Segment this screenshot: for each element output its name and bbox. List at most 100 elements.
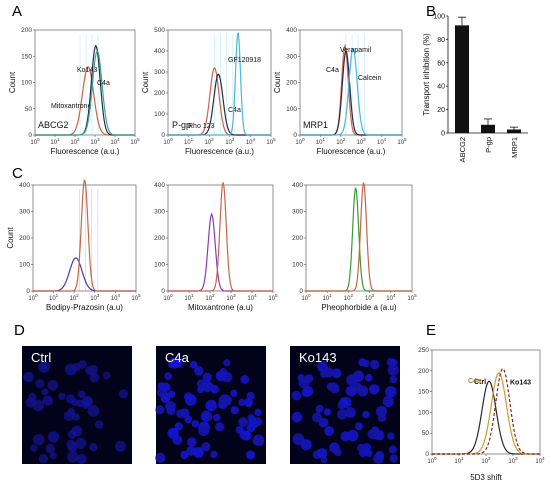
panel-letter-d: D (14, 322, 25, 339)
nucleus (47, 379, 59, 391)
nucleus (370, 359, 380, 370)
series-label: Ko143 (77, 67, 97, 74)
series-label: Mitoxantrone (51, 103, 92, 110)
nucleus (324, 426, 335, 436)
y-tick-label: 400 (19, 182, 30, 189)
nucleus (165, 401, 176, 412)
x-tick-label: 103 (365, 293, 375, 302)
y-tick-label: 100 (286, 106, 297, 113)
histogram-mrp1: 0100200300400100101102103104105Fluoresce… (273, 27, 407, 156)
y-tick-label: 500 (154, 27, 165, 34)
bar-chart-transport-inhibition: 0 20 40 60 80 100 Transport inhibition (%) ABCG… (422, 14, 528, 162)
y-tick-label: 300 (286, 53, 297, 60)
nucleus (385, 386, 397, 398)
nucleus (194, 366, 204, 376)
nucleus (375, 406, 387, 417)
y-tick-label: 300 (19, 209, 30, 216)
nucleus (197, 386, 205, 394)
bar (481, 124, 495, 133)
bar (507, 129, 521, 133)
nucleus (193, 447, 204, 458)
x-tick-label: 102 (336, 137, 346, 146)
nucleus (369, 384, 380, 395)
nucleus (352, 382, 363, 392)
bar (455, 25, 469, 133)
nucleus (49, 452, 57, 460)
y-axis-label: Count (6, 227, 15, 249)
nucleus (76, 453, 87, 465)
y-tick-label: 50 (422, 430, 430, 437)
x-tick-label: 102 (344, 293, 354, 302)
x-tick-label: 101 (316, 137, 326, 146)
y-tick-label: 400 (154, 182, 165, 189)
nucleus (167, 390, 176, 399)
nucleus (115, 440, 126, 452)
nucleus (155, 452, 166, 463)
nucleus (315, 405, 323, 413)
series-line (35, 50, 135, 136)
microscopy-panels: Ctrl C4a Ko143 (22, 346, 400, 465)
nucleus (210, 450, 218, 459)
category-label: P-gp (484, 137, 493, 153)
x-tick-label: 104 (386, 293, 396, 302)
nucleus (39, 362, 47, 370)
nucleus (364, 373, 373, 382)
y-axis-label: Count (8, 71, 17, 93)
nucleus (244, 398, 253, 408)
nucleus (201, 412, 209, 420)
y-tick-label: 60 (437, 60, 445, 67)
y-tick-label: 100 (418, 409, 429, 416)
plot-frame (167, 29, 272, 136)
nucleus (246, 423, 256, 433)
histogram-mitoxantrone: 0100200300400100101102103104105Mitoxantr… (154, 182, 278, 312)
x-tick-label: 103 (90, 293, 100, 302)
nucleus (215, 370, 226, 382)
nucleus (191, 420, 199, 428)
nucleus (77, 390, 86, 399)
y-tick-label: 200 (21, 27, 32, 34)
nucleus (382, 395, 394, 408)
series-line (168, 182, 273, 292)
nucleus (238, 417, 249, 428)
nucleus (238, 398, 246, 407)
nucleus (252, 434, 265, 447)
nucleus (300, 439, 312, 451)
nucleus (118, 389, 128, 399)
nucleus (85, 366, 95, 375)
series-label: C4a (97, 80, 110, 87)
x-tick-label: 100 (28, 293, 38, 302)
nucleus (42, 395, 54, 406)
nucleus (333, 448, 342, 457)
y-tick-label: 100 (154, 111, 165, 118)
nucleus (387, 364, 399, 376)
x-axis-label: 5D3 shift (470, 473, 502, 482)
nucleus (190, 361, 198, 369)
series-line (168, 32, 271, 136)
nucleus (298, 377, 310, 389)
nucleus (89, 443, 98, 452)
series-label: Ctrl (474, 379, 486, 386)
nucleus (33, 434, 45, 446)
nucleus (339, 397, 349, 407)
panel-letter-e: E (426, 322, 436, 339)
nucleus (331, 368, 342, 379)
nucleus (174, 422, 183, 431)
nucleus (387, 432, 395, 440)
nucleus (102, 371, 111, 380)
x-tick-label: 103 (226, 293, 236, 302)
nucleus (303, 386, 314, 397)
y-tick-label: 100 (154, 262, 165, 269)
y-tick-label: 100 (19, 262, 30, 269)
nucleus (67, 451, 79, 463)
panel-letter-a: A (12, 3, 22, 20)
nucleus (185, 394, 197, 406)
series-label: Verapamil (340, 47, 372, 54)
x-tick-label: 101 (454, 456, 464, 465)
series-line (300, 48, 402, 136)
nucleus (345, 407, 356, 418)
x-tick-label: 104 (246, 137, 256, 146)
micrograph-label: Ctrl (31, 350, 51, 365)
x-tick-label: 105 (266, 137, 276, 146)
y-tick-label: 400 (286, 27, 297, 34)
